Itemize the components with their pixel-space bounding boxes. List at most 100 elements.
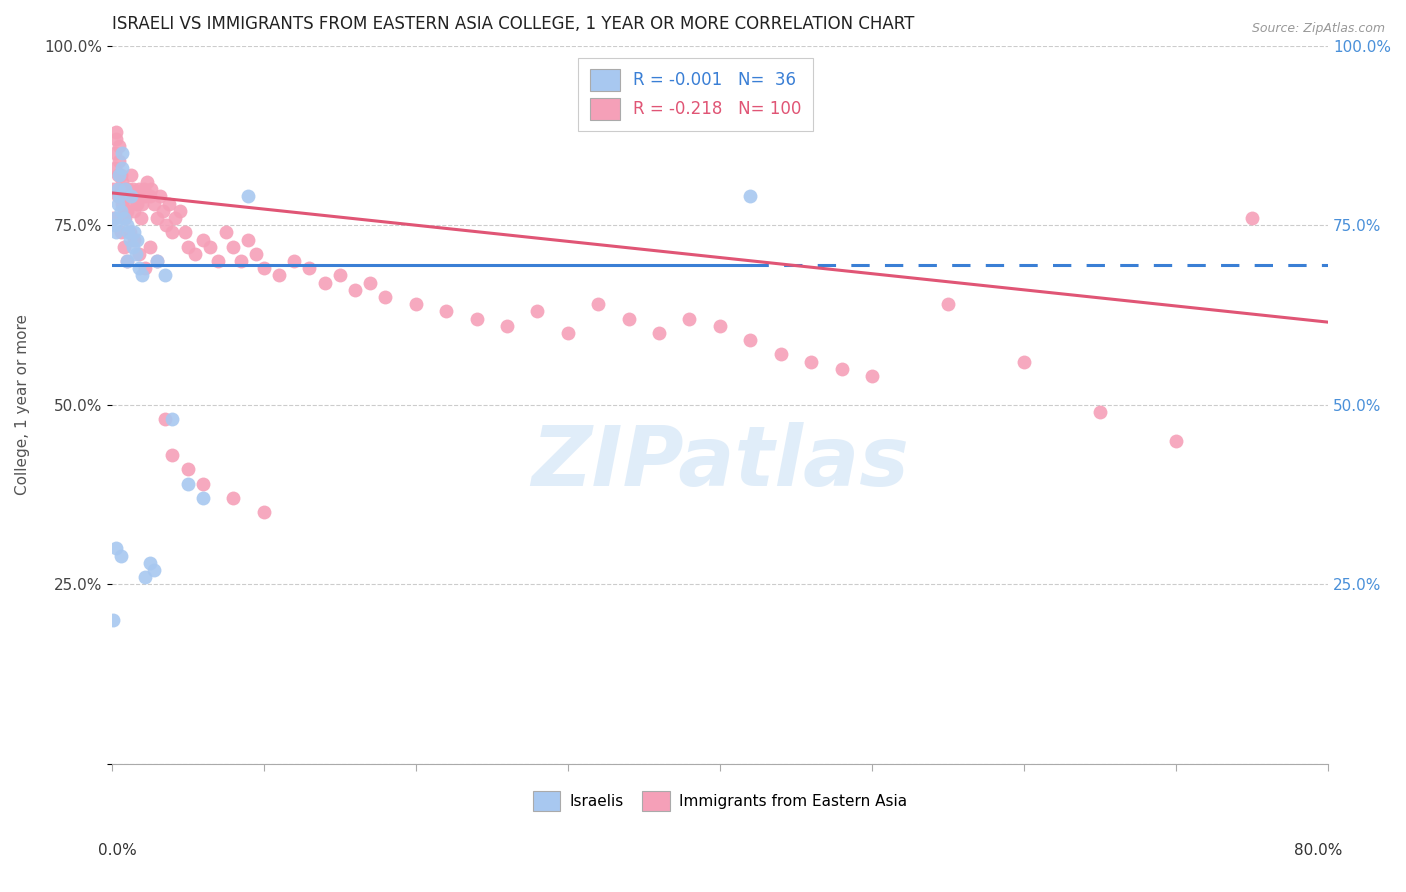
Point (132, 182, 155, 196)
Point (1088, 405, 1111, 419)
Point (118, 226, 141, 240)
Point (111, 161, 134, 175)
Point (105, 125, 128, 139)
Point (709, 318, 731, 333)
Point (678, 311, 700, 326)
Point (134, 189, 156, 203)
Point (104, 161, 127, 175)
Point (162, 412, 184, 426)
Point (176, 240, 198, 254)
Point (214, 226, 236, 240)
Point (135, 175, 157, 189)
Point (110, 168, 132, 182)
Point (122, 240, 145, 254)
Point (153, 412, 176, 426)
Point (110, 549, 132, 563)
Point (173, 226, 195, 240)
Point (107, 196, 129, 211)
Point (176, 476, 198, 491)
Point (191, 476, 214, 491)
Point (117, 226, 139, 240)
Point (191, 233, 214, 247)
Point (131, 268, 153, 283)
Point (1164, 434, 1187, 448)
Point (104, 146, 127, 161)
Point (128, 247, 150, 261)
Point (496, 318, 519, 333)
Point (115, 203, 138, 218)
Point (134, 261, 156, 276)
Point (162, 448, 184, 462)
Point (125, 247, 148, 261)
Point (110, 226, 132, 240)
Point (526, 304, 548, 318)
Point (359, 276, 381, 290)
Point (118, 196, 141, 211)
Point (110, 203, 132, 218)
Point (127, 196, 149, 211)
Point (112, 211, 135, 225)
Point (740, 189, 762, 203)
Point (267, 268, 290, 283)
Point (117, 182, 139, 196)
Point (1012, 354, 1035, 368)
Point (648, 326, 671, 340)
Point (465, 311, 488, 326)
Point (108, 189, 131, 203)
Point (101, 613, 124, 627)
Point (165, 211, 187, 225)
Point (200, 240, 222, 254)
Point (114, 182, 136, 196)
Point (128, 261, 150, 276)
Point (111, 196, 134, 211)
Point (222, 240, 245, 254)
Point (831, 361, 853, 376)
Point (101, 182, 124, 196)
Point (146, 211, 169, 225)
Text: 0.0%: 0.0% (98, 843, 138, 858)
Point (374, 290, 396, 304)
Point (143, 196, 166, 211)
Point (104, 218, 127, 232)
Point (146, 254, 169, 268)
Point (222, 491, 245, 505)
Point (740, 333, 762, 347)
Point (107, 182, 129, 196)
Point (112, 189, 135, 203)
Point (134, 570, 156, 584)
Point (112, 240, 135, 254)
Point (110, 182, 132, 196)
Point (105, 132, 128, 146)
Point (298, 261, 321, 276)
Point (162, 226, 184, 240)
Point (238, 233, 260, 247)
Point (124, 203, 146, 218)
Text: 80.0%: 80.0% (1295, 843, 1343, 858)
Point (122, 182, 145, 196)
Point (108, 139, 131, 153)
Point (114, 211, 136, 225)
Point (146, 254, 169, 268)
Text: ISRAELI VS IMMIGRANTS FROM EASTERN ASIA COLLEGE, 1 YEAR OR MORE CORRELATION CHAR: ISRAELI VS IMMIGRANTS FROM EASTERN ASIA … (111, 15, 914, 33)
Point (128, 182, 150, 196)
Point (124, 226, 146, 240)
Point (769, 347, 792, 361)
Point (120, 168, 142, 182)
Point (184, 247, 207, 261)
Point (125, 189, 148, 203)
Point (617, 311, 640, 326)
Point (253, 261, 276, 276)
Point (152, 203, 174, 218)
Point (107, 189, 129, 203)
Point (314, 276, 336, 290)
Point (129, 211, 152, 225)
Point (245, 247, 267, 261)
Point (860, 369, 883, 384)
Point (143, 563, 166, 577)
Point (104, 211, 127, 225)
Point (405, 297, 427, 311)
Point (115, 189, 138, 203)
Point (120, 189, 142, 203)
Point (434, 304, 457, 318)
Point (238, 189, 260, 203)
